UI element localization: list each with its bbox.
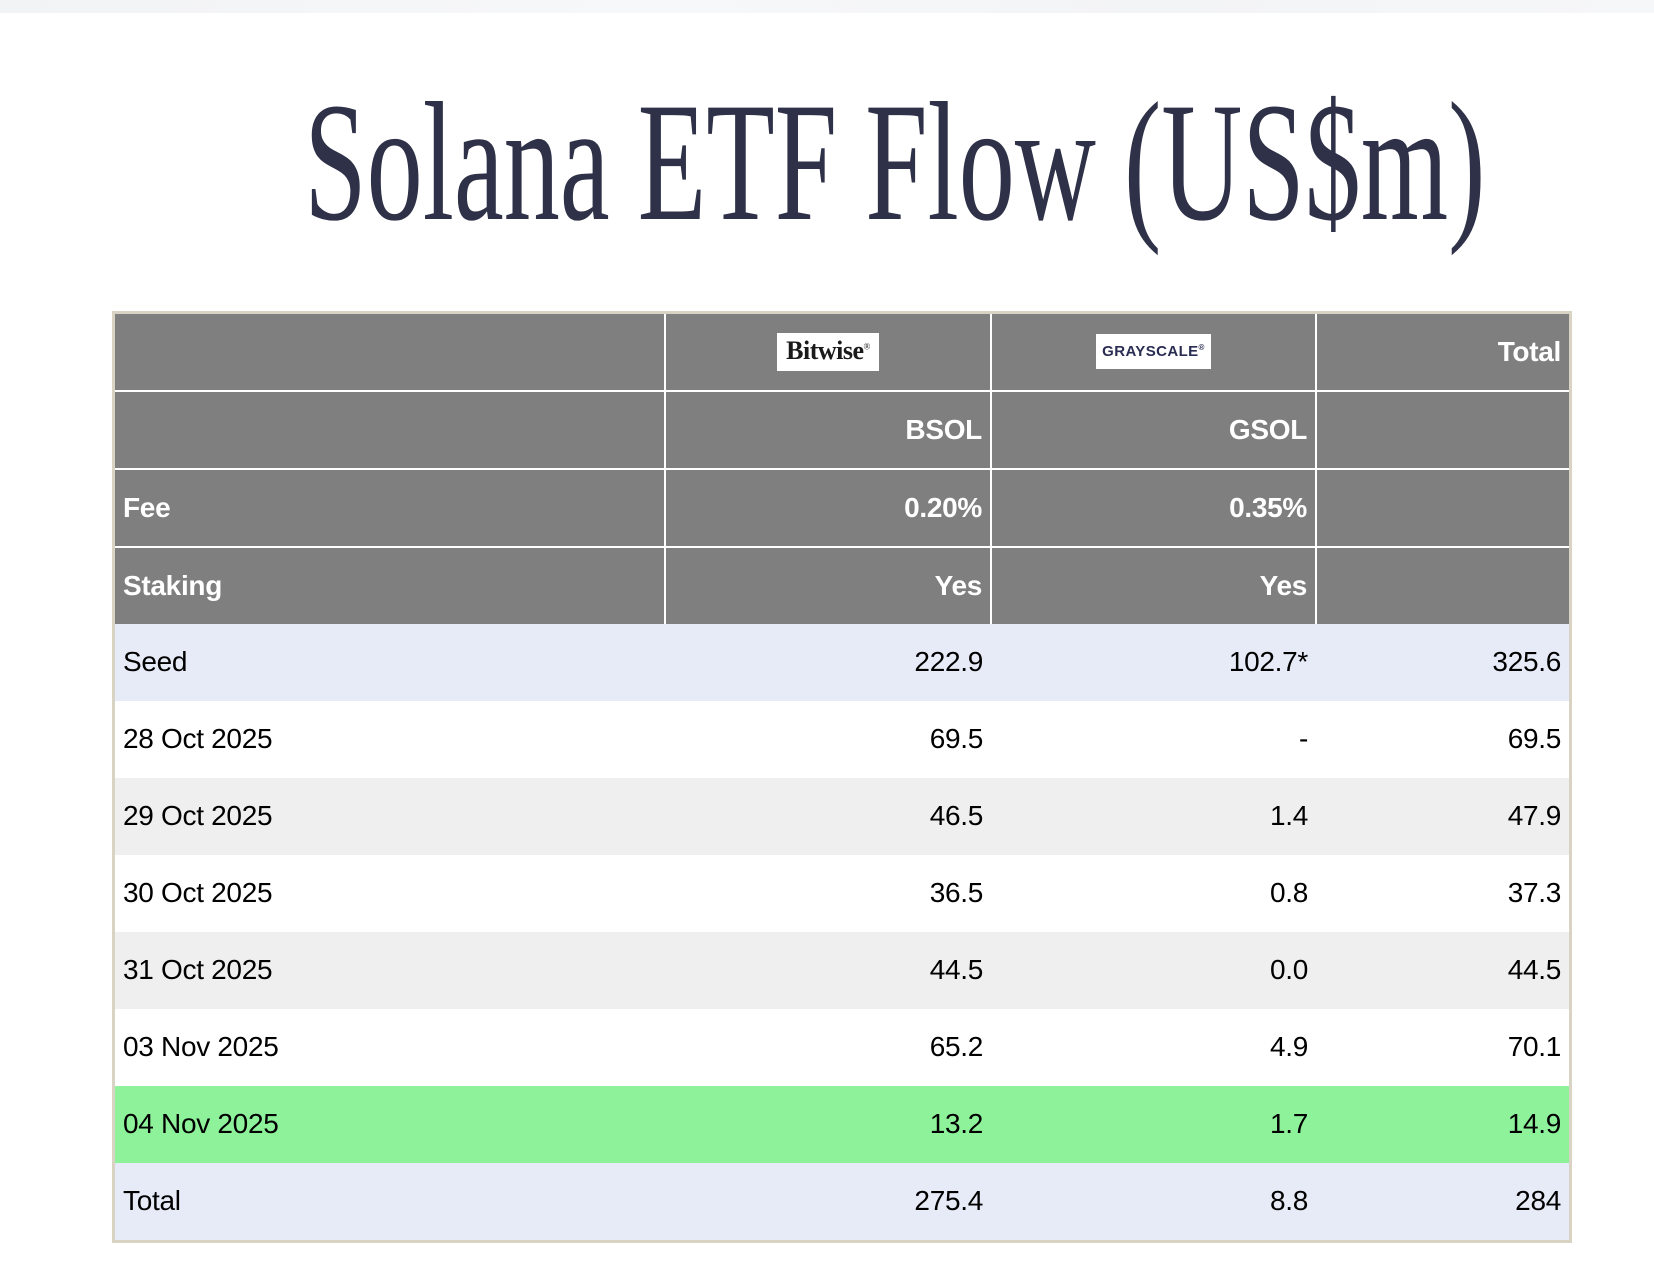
row-label: 31 Oct 2025 (115, 931, 665, 1009)
row-label: Seed (115, 623, 665, 701)
row-label: 28 Oct 2025 (115, 700, 665, 778)
gsol-value: - (991, 700, 1316, 778)
bsol-value: 36.5 (665, 854, 991, 932)
table-row: 28 Oct 2025 69.5 - 69.5 (115, 700, 1569, 778)
logo-row-empty-cell (115, 313, 666, 392)
grayscale-logo-cell: GRAYSCALE® (991, 313, 1317, 392)
total-value: 284 (1316, 1162, 1569, 1240)
table-row: 30 Oct 2025 36.5 0.8 37.3 (115, 854, 1569, 932)
total-value: 69.5 (1316, 700, 1569, 778)
page-title: Solana ETF Flow (US$m) (0, 65, 1654, 261)
table-row: 29 Oct 2025 46.5 1.4 47.9 (115, 777, 1569, 855)
grayscale-registered-mark: ® (1198, 343, 1205, 353)
bitwise-registered-mark: ® (863, 340, 871, 351)
ticker-row-total-empty-cell (1316, 390, 1569, 470)
gsol-staking: Yes (991, 546, 1317, 624)
bitwise-logo-text: Bitwise (786, 335, 864, 365)
staking-row-total-empty-cell (1316, 546, 1569, 624)
gsol-ticker: GSOL (991, 390, 1317, 470)
bsol-value: 275.4 (665, 1162, 991, 1240)
gsol-value: 0.0 (991, 931, 1316, 1009)
bsol-fee: 0.20% (665, 468, 992, 548)
total-value: 44.5 (1316, 931, 1569, 1009)
row-label: Total (115, 1162, 665, 1240)
table-row: Total 275.4 8.8 284 (115, 1162, 1569, 1240)
gsol-value: 8.8 (991, 1162, 1316, 1240)
ticker-row-empty-cell (115, 390, 666, 470)
bsol-value: 222.9 (665, 623, 991, 701)
row-label: 04 Nov 2025 (115, 1085, 665, 1163)
grayscale-logo: GRAYSCALE® (1096, 334, 1211, 370)
fee-row-total-empty-cell (1316, 468, 1569, 548)
gsol-value: 1.7 (991, 1085, 1316, 1163)
table-row: 31 Oct 2025 44.5 0.0 44.5 (115, 931, 1569, 1009)
total-value: 37.3 (1316, 854, 1569, 932)
gsol-value: 1.4 (991, 777, 1316, 855)
grayscale-logo-text: GRAYSCALE (1102, 343, 1199, 361)
page-top-strip (0, 0, 1654, 13)
bsol-value: 65.2 (665, 1008, 991, 1086)
gsol-value: 4.9 (991, 1008, 1316, 1086)
table-row: Seed 222.9 102.7* 325.6 (115, 623, 1569, 701)
etf-flow-table: Bitwise® GRAYSCALE® Total BSOL GSOL Fee … (112, 310, 1572, 1243)
row-label: 29 Oct 2025 (115, 777, 665, 855)
bsol-value: 13.2 (665, 1085, 991, 1163)
page-title-text: Solana ETF Flow (US$m) (304, 68, 1486, 256)
fee-row: Fee 0.20% 0.35% (115, 468, 1569, 548)
bsol-value: 44.5 (665, 931, 991, 1009)
table-row: 03 Nov 2025 65.2 4.9 70.1 (115, 1008, 1569, 1086)
bsol-value: 69.5 (665, 700, 991, 778)
bitwise-logo-cell: Bitwise® (665, 313, 992, 392)
staking-row: Staking Yes Yes (115, 546, 1569, 624)
fee-label: Fee (115, 468, 666, 548)
total-value: 47.9 (1316, 777, 1569, 855)
total-column-header: Total (1316, 313, 1569, 392)
total-value: 325.6 (1316, 623, 1569, 701)
gsol-value: 102.7* (991, 623, 1316, 701)
row-label: 03 Nov 2025 (115, 1008, 665, 1086)
staking-label: Staking (115, 546, 666, 624)
bsol-staking: Yes (665, 546, 992, 624)
ticker-header-row: BSOL GSOL (115, 390, 1569, 470)
total-value: 70.1 (1316, 1008, 1569, 1086)
gsol-value: 0.8 (991, 854, 1316, 932)
etf-flow-table-grid: Bitwise® GRAYSCALE® Total BSOL GSOL Fee … (115, 313, 1569, 1240)
bitwise-logo: Bitwise® (777, 332, 879, 371)
total-value: 14.9 (1316, 1085, 1569, 1163)
bsol-ticker: BSOL (665, 390, 992, 470)
bsol-value: 46.5 (665, 777, 991, 855)
logo-header-row: Bitwise® GRAYSCALE® Total (115, 313, 1569, 392)
row-label: 30 Oct 2025 (115, 854, 665, 932)
gsol-fee: 0.35% (991, 468, 1317, 548)
table-row: 04 Nov 2025 13.2 1.7 14.9 (115, 1085, 1569, 1163)
